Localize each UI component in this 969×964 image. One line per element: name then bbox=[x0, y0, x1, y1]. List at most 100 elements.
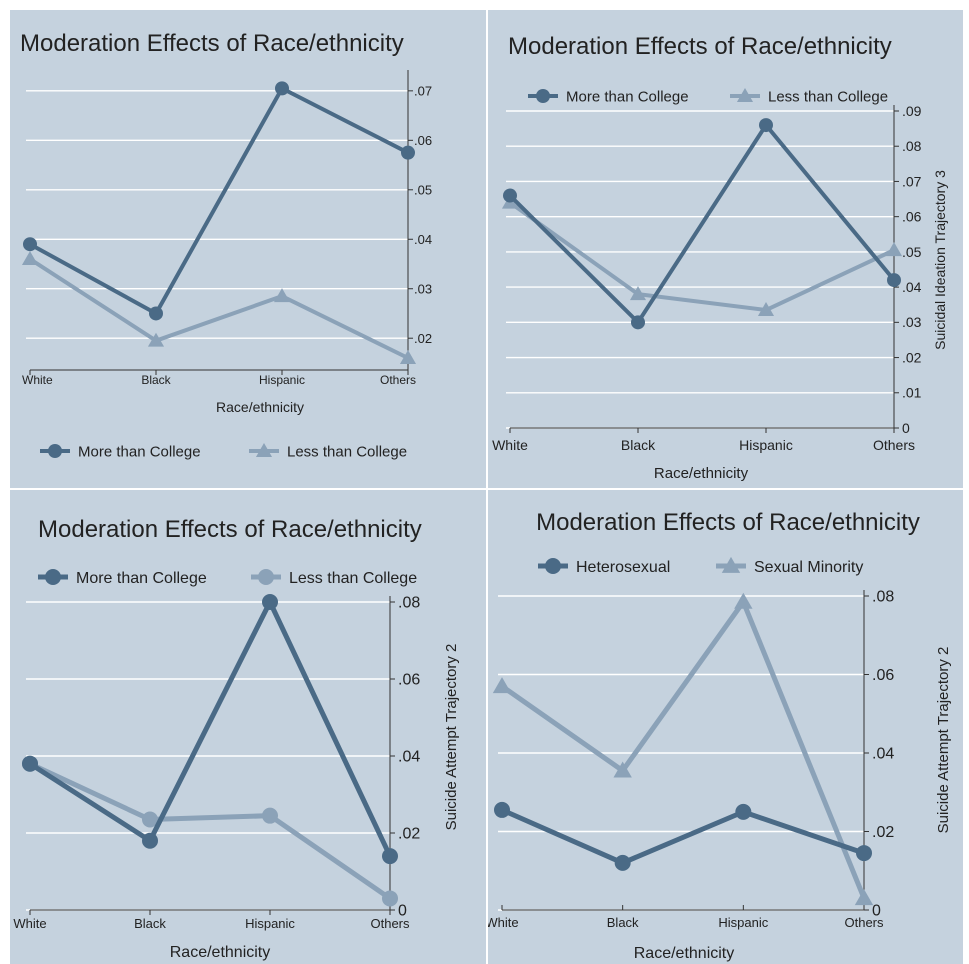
y-axis-title: Suicide Attempt Trajectory 2 bbox=[935, 647, 952, 834]
y-tick-label: .06 bbox=[902, 209, 922, 225]
data-point bbox=[757, 302, 775, 316]
series-1 bbox=[492, 592, 874, 906]
x-tick-label: Black bbox=[141, 373, 171, 387]
legend-label: More than College bbox=[566, 88, 689, 105]
series-line bbox=[508, 200, 895, 313]
line-chart-3: Moderation Effects of Race/ethnicity 0 .02… bbox=[488, 509, 952, 962]
data-point bbox=[494, 801, 510, 818]
series-0 bbox=[22, 594, 398, 865]
data-point bbox=[22, 755, 38, 772]
y-tick-label: .08 bbox=[398, 595, 420, 612]
x-tick-label: White bbox=[492, 437, 528, 453]
legend-item: Less than College bbox=[251, 569, 417, 587]
data-point bbox=[149, 306, 163, 321]
line-chart-2: Moderation Effects of Race/ethnicity 0 .02… bbox=[13, 516, 460, 961]
legend-item: Less than College bbox=[730, 88, 888, 105]
data-point bbox=[503, 188, 517, 203]
series-line bbox=[500, 807, 865, 866]
y-tick-label: .09 bbox=[902, 103, 922, 119]
legend-marker bbox=[255, 443, 273, 457]
data-point bbox=[492, 677, 512, 694]
series-line bbox=[28, 599, 393, 858]
y-tick-label: .04 bbox=[872, 746, 894, 763]
y-tick-label: .05 bbox=[902, 244, 922, 260]
series-1 bbox=[501, 194, 903, 316]
data-point bbox=[23, 237, 37, 252]
y-tick-label: .08 bbox=[872, 589, 894, 606]
y-tick-label: .06 bbox=[398, 672, 420, 689]
x-axis-title: Race/ethnicity bbox=[170, 944, 271, 961]
legend-item: Heterosexual bbox=[538, 558, 670, 576]
series-0 bbox=[494, 801, 872, 871]
data-point bbox=[734, 592, 753, 609]
legend-marker bbox=[736, 88, 754, 102]
y-tick-label: .02 bbox=[414, 331, 432, 346]
data-point bbox=[262, 594, 278, 610]
legend-label: Sexual Minority bbox=[754, 559, 863, 576]
series-line bbox=[28, 257, 409, 360]
y-tick-label: 0 bbox=[398, 903, 407, 920]
legend-marker bbox=[258, 569, 274, 585]
y-tick-label: .06 bbox=[414, 133, 432, 148]
series-1 bbox=[21, 251, 417, 364]
series-line bbox=[500, 599, 867, 900]
x-axis-title: Race/ethnicity bbox=[654, 465, 749, 482]
data-point bbox=[887, 273, 901, 288]
legend-label: Less than College bbox=[289, 570, 417, 587]
data-point bbox=[142, 832, 158, 849]
x-axis-title: Race/ethnicity bbox=[634, 945, 735, 962]
data-point bbox=[142, 811, 158, 828]
legend-item: Less than College bbox=[249, 443, 407, 460]
y-tick-label: .02 bbox=[398, 826, 420, 843]
data-point bbox=[614, 854, 631, 871]
legend-marker bbox=[536, 89, 550, 103]
x-axis-title: Race/ethnicity bbox=[216, 399, 304, 415]
y-tick-label: .08 bbox=[902, 138, 922, 154]
data-point bbox=[759, 118, 773, 133]
data-point bbox=[382, 848, 398, 865]
legend-marker bbox=[45, 569, 61, 585]
chart-panel-bottom-left: Moderation Effects of Race/ethnicity 0 .02… bbox=[10, 490, 486, 964]
x-tick-label: Others bbox=[873, 437, 915, 453]
y-tick-label: .03 bbox=[414, 281, 432, 296]
y-tick-label: .02 bbox=[872, 824, 894, 841]
x-tick-label: Black bbox=[134, 916, 166, 931]
series-0 bbox=[503, 118, 901, 330]
legend-marker bbox=[48, 444, 62, 458]
y-tick-label: .03 bbox=[902, 314, 922, 330]
data-point bbox=[382, 890, 398, 907]
data-point bbox=[856, 845, 872, 862]
series-0 bbox=[23, 81, 415, 321]
data-point bbox=[399, 350, 417, 364]
legend-label: Less than College bbox=[287, 443, 407, 460]
y-axis-title: Suicide Attempt Trajectory 2 bbox=[443, 644, 460, 831]
x-tick-label: Hispanic bbox=[259, 373, 305, 387]
chart-panel-top-left: Moderation Effects of Race/ethnicity .02.… bbox=[10, 10, 486, 488]
legend-label: Heterosexual bbox=[576, 559, 670, 576]
data-point bbox=[613, 761, 632, 778]
legend-item: More than College bbox=[38, 569, 207, 587]
chart-panel-bottom-right: Moderation Effects of Race/ethnicity 0 .02… bbox=[488, 490, 963, 964]
x-tick-label: Black bbox=[607, 915, 639, 930]
series-1 bbox=[22, 755, 398, 907]
data-point bbox=[629, 286, 647, 301]
legend-marker bbox=[545, 558, 561, 574]
line-chart-0: Moderation Effects of Race/ethnicity .02.… bbox=[20, 30, 432, 460]
chart-panel-top-right: Moderation Effects of Race/ethnicity 0 .01… bbox=[488, 10, 963, 488]
x-tick-label: Hispanic bbox=[245, 916, 295, 931]
legend-label: More than College bbox=[76, 570, 207, 587]
x-tick-label: Hispanic bbox=[739, 437, 793, 453]
legend-label: Less than College bbox=[768, 88, 888, 105]
x-tick-label: White bbox=[488, 915, 519, 930]
x-tick-label: Others bbox=[380, 373, 416, 387]
data-point bbox=[273, 288, 291, 303]
data-point bbox=[631, 315, 645, 330]
x-tick-label: Black bbox=[621, 437, 656, 453]
y-tick-label: 0 bbox=[872, 903, 881, 920]
y-tick-label: .01 bbox=[902, 385, 922, 401]
data-point bbox=[21, 251, 39, 266]
legend-item: Sexual Minority bbox=[716, 556, 863, 576]
y-tick-label: .02 bbox=[902, 349, 922, 365]
series-line bbox=[29, 86, 409, 316]
data-point bbox=[854, 889, 874, 906]
